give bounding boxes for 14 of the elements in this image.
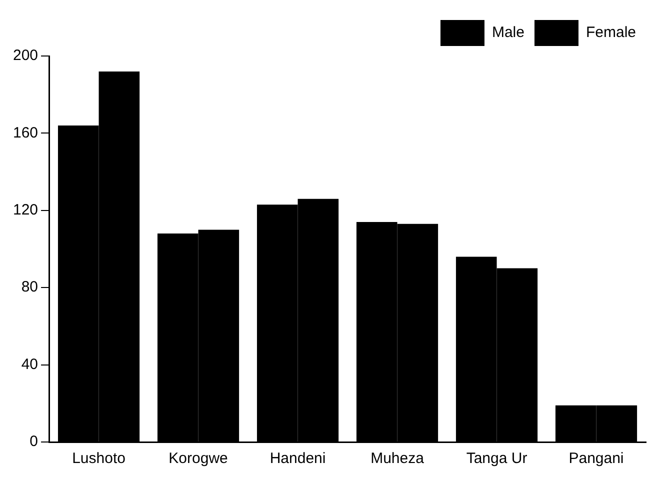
x-tick-label: Handeni <box>270 450 326 468</box>
legend-label: Female <box>586 24 636 42</box>
y-tick-label: 40 <box>21 356 38 373</box>
x-tick-label: Lushoto <box>72 450 126 468</box>
x-tick-label: Muheza <box>370 450 425 468</box>
x-tick-label: Korogwe <box>168 450 228 468</box>
x-tick-label: Tanga Ur <box>466 450 528 468</box>
y-tick-label: 80 <box>21 278 38 296</box>
y-tick-label: 120 <box>12 202 38 219</box>
y-tick-label: 200 <box>12 47 38 64</box>
x-tick-label: Pangani <box>568 450 624 468</box>
y-tick-label: 160 <box>12 124 38 142</box>
y-tick-label: 0 <box>30 433 38 450</box>
legend-label: Male <box>492 24 524 42</box>
